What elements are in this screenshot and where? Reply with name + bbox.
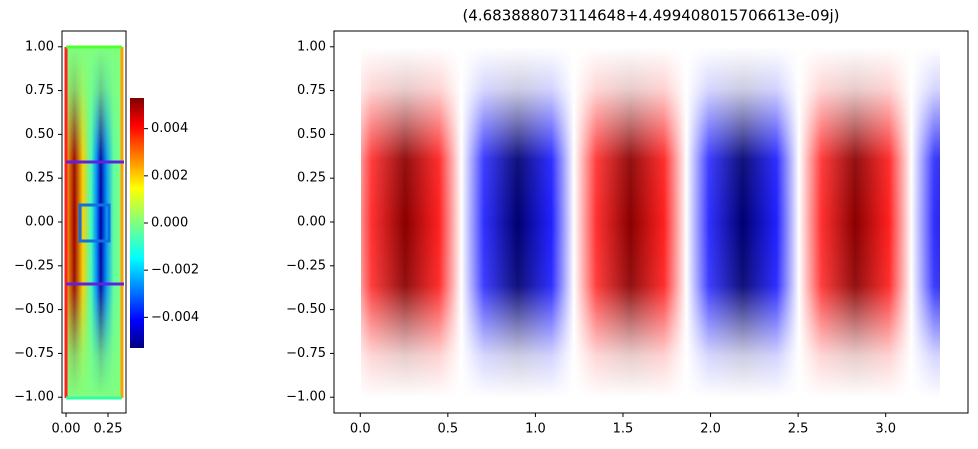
y-tick-label: −0.50 (14, 302, 54, 317)
x-tick-label: 0.25 (94, 422, 123, 437)
x-tick-label: 1.0 (525, 422, 546, 437)
y-tick-label: −0.75 (286, 346, 326, 361)
x-tick-label: 2.5 (788, 422, 809, 437)
field-image (361, 47, 940, 398)
x-tick-label: 2.0 (700, 422, 721, 437)
colorbar (130, 98, 144, 348)
y-tick-label: −0.25 (286, 258, 326, 273)
y-tick-label: 0.00 (297, 215, 326, 230)
x-tick-label: 3.0 (875, 422, 896, 437)
colorbar-tick-label: 0.002 (151, 168, 188, 183)
y-tick-label: −0.50 (286, 302, 326, 317)
chart-title: (4.683888073114648+4.499408015706613e-09… (462, 7, 839, 25)
y-tick-label: 0.50 (25, 127, 54, 142)
y-tick-label: 0.50 (297, 127, 326, 142)
y-tick-label: 0.75 (297, 83, 326, 98)
colorbar-tick-label: −0.004 (151, 310, 199, 325)
colorbar-tick-label: 0.004 (151, 121, 188, 136)
y-tick-label: 1.00 (25, 39, 54, 54)
colorbar-tick-label: 0.000 (151, 216, 188, 231)
x-tick-label: 0.00 (52, 422, 81, 437)
y-tick-label: −0.25 (14, 258, 54, 273)
y-tick-label: 0.00 (25, 215, 54, 230)
y-tick-label: −1.00 (286, 390, 326, 405)
monitor-box (78, 203, 111, 243)
field-image (66, 47, 122, 398)
colorbar-tick-label: −0.002 (151, 263, 199, 278)
x-tick-label: 0.5 (437, 422, 458, 437)
y-tick-label: 1.00 (297, 39, 326, 54)
y-tick-label: 0.25 (297, 171, 326, 186)
y-tick-label: 0.25 (25, 171, 54, 186)
y-tick-label: −0.75 (14, 346, 54, 361)
x-tick-label: 0.0 (350, 422, 371, 437)
y-tick-label: 0.75 (25, 83, 54, 98)
x-tick-label: 1.5 (613, 422, 634, 437)
y-tick-label: −1.00 (14, 390, 54, 405)
